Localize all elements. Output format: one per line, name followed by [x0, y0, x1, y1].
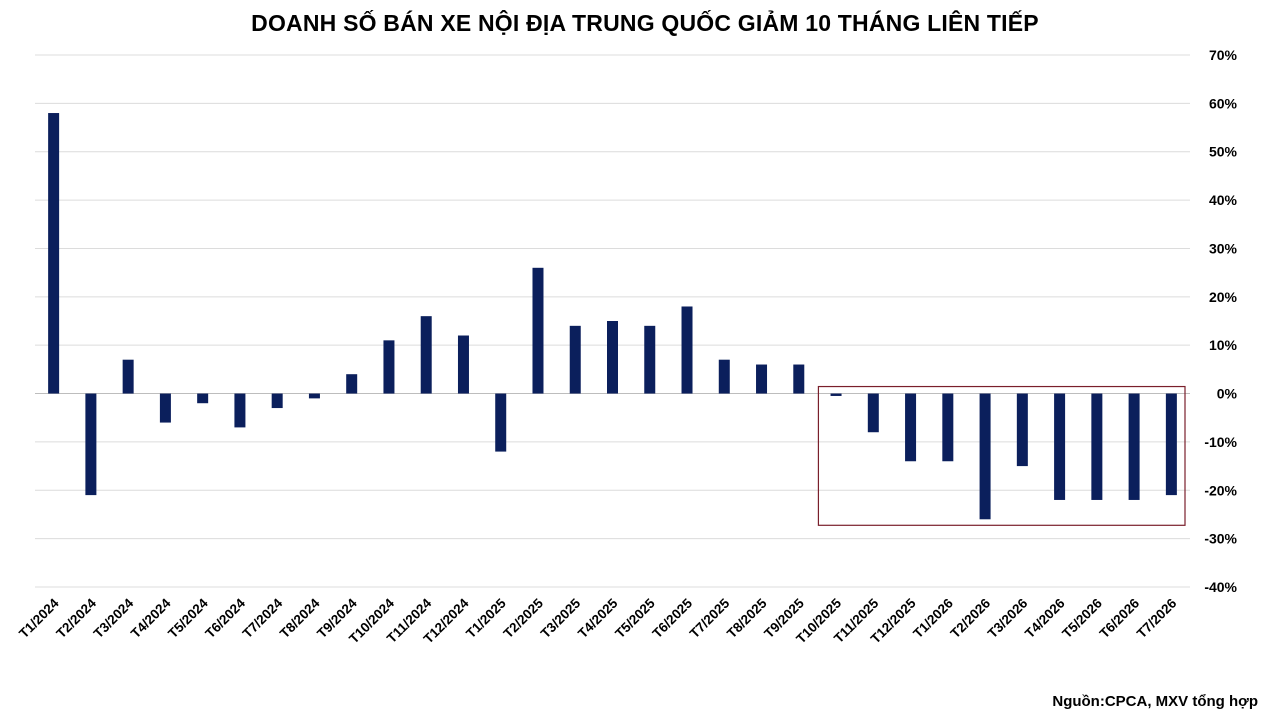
bar: [271, 393, 283, 409]
bar: [48, 113, 60, 394]
x-category-label: T8/2025: [724, 595, 770, 641]
x-category-label: T3/2025: [538, 595, 584, 641]
x-category-label: T5/2026: [1059, 595, 1105, 641]
y-tick-label: 20%: [1209, 289, 1238, 305]
bar: [644, 325, 656, 394]
bar: [122, 359, 134, 394]
y-tick-label: 40%: [1209, 192, 1238, 208]
gridlines: [35, 54, 1190, 588]
bars: [48, 113, 1177, 520]
x-category-label: T6/2025: [649, 595, 695, 641]
bar: [867, 393, 879, 433]
bar: [346, 374, 358, 394]
x-category-label: T4/2024: [128, 595, 174, 641]
bar: [159, 393, 171, 423]
y-axis-ticks: 70% 60% 50% 40% 30% 20% 10% 0% -10% -20% -30% -40%: [1204, 47, 1237, 595]
bar: [1128, 393, 1140, 500]
y-tick-label: 0%: [1217, 386, 1238, 402]
bar: [308, 393, 320, 399]
x-category-label: T7/2025: [687, 595, 733, 641]
x-category-label: T7/2024: [240, 595, 286, 641]
bar: [830, 393, 842, 396]
x-category-label: T2/2026: [948, 595, 994, 641]
bar: [85, 393, 97, 496]
y-tick-label: 30%: [1209, 240, 1238, 256]
bar: [1091, 393, 1103, 500]
highlight-layer: [817, 385, 1186, 526]
x-category-label: T2/2025: [500, 595, 546, 641]
y-tick-label: 60%: [1209, 95, 1238, 111]
bar: [905, 393, 917, 462]
bar: [1054, 393, 1066, 500]
bar: [569, 325, 581, 394]
bar: [718, 359, 730, 394]
source-note: Nguồn:CPCA, MXV tổng hợp: [1052, 693, 1258, 710]
highlight-box: [817, 385, 1186, 526]
y-tick-label: 70%: [1209, 47, 1238, 63]
y-tick-label: 50%: [1209, 144, 1238, 160]
x-category-label: T7/2026: [1134, 595, 1180, 641]
y-tick-label: -20%: [1204, 482, 1237, 498]
y-tick-label: -40%: [1204, 579, 1237, 595]
x-category-label: T4/2026: [1022, 595, 1068, 641]
bar: [1016, 393, 1028, 467]
x-category-label: T3/2026: [985, 595, 1031, 641]
bar: [234, 393, 246, 428]
x-category-label: T6/2024: [202, 595, 248, 641]
x-category-label: T1/2025: [463, 595, 509, 641]
x-category-label: T1/2024: [16, 595, 62, 641]
x-category-label: T2/2024: [53, 595, 99, 641]
bar: [420, 316, 432, 394]
bar: [607, 321, 618, 394]
bar: [756, 364, 768, 394]
x-category-label: T1/2026: [910, 595, 956, 641]
bar: [793, 364, 805, 394]
x-category-label: T6/2026: [1097, 595, 1143, 641]
x-category-label: T8/2024: [277, 595, 323, 641]
bar: [532, 267, 544, 394]
x-category-label: T5/2025: [612, 595, 658, 641]
bar: [1165, 393, 1177, 496]
x-axis-categories: T1/2024T2/2024T3/2024T4/2024T5/2024T6/20…: [16, 595, 1180, 646]
bar: [383, 340, 395, 394]
y-tick-label: 10%: [1209, 337, 1238, 353]
y-tick-label: -30%: [1204, 531, 1237, 547]
bar: [681, 306, 693, 394]
bar: [197, 393, 209, 404]
bar: [979, 393, 991, 520]
y-tick-label: -10%: [1204, 434, 1237, 450]
bar: [495, 393, 507, 452]
x-category-label: T4/2025: [575, 595, 621, 641]
bar: [942, 393, 954, 462]
bar: [457, 335, 469, 394]
x-category-label: T5/2024: [165, 595, 211, 641]
chart-title: DOANH SỐ BÁN XE NỘI ĐỊA TRUNG QUỐC GIẢM …: [251, 10, 1039, 36]
x-category-label: T3/2024: [91, 595, 137, 641]
